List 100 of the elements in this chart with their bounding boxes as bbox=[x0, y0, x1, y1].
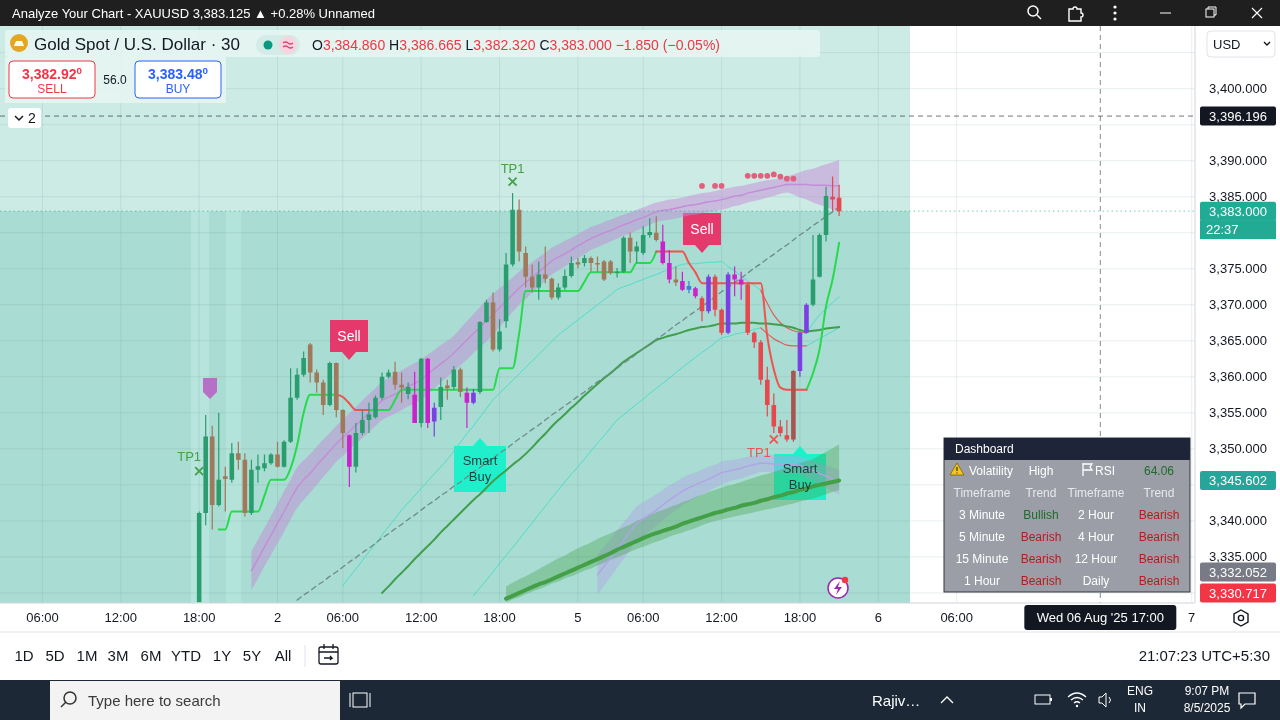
y-tick-label: 3,400.000 bbox=[1209, 81, 1267, 97]
x-tick-label: 2 bbox=[273, 610, 282, 625]
line-series bbox=[504, 478, 842, 601]
text: 5Y bbox=[242, 647, 262, 664]
candlestick bbox=[810, 234, 816, 307]
point bbox=[699, 183, 705, 189]
annotation: 1 Hour bbox=[963, 574, 1001, 588]
annotation: Sell bbox=[337, 328, 361, 344]
point bbox=[712, 183, 718, 189]
text: Type here to search bbox=[88, 692, 221, 709]
x-tick-label: 12:00 bbox=[705, 610, 738, 625]
text: 9:07 PM bbox=[1184, 684, 1230, 698]
annotation: Timeframe bbox=[953, 486, 1011, 500]
annotation: Bearish bbox=[1138, 552, 1180, 566]
point bbox=[751, 172, 758, 179]
point bbox=[770, 171, 777, 178]
x-tick-label: 12:00 bbox=[404, 610, 438, 625]
candlestick bbox=[588, 256, 594, 272]
y-tick-label: 3,365.000 bbox=[1209, 333, 1267, 349]
annotation: TP1 bbox=[177, 449, 202, 465]
text: Analyze Your Chart - XAUUSD 3,383.125 ▲ +0.28% Unnamed bbox=[12, 6, 375, 21]
y-tick-label: 3,350.000 bbox=[1209, 441, 1267, 457]
text: 3,345.602 bbox=[1209, 473, 1267, 488]
x-tick-label: 06:00 bbox=[326, 610, 360, 625]
annotation: Trend bbox=[1025, 486, 1057, 500]
annotation: Sell bbox=[690, 221, 714, 237]
y-tick-label: 3,385.000 bbox=[1209, 189, 1267, 205]
text: Gold Spot / U.S. Dollar · 30 bbox=[34, 35, 240, 54]
annotation: TP1 bbox=[746, 445, 771, 461]
candlestick bbox=[614, 268, 620, 278]
text: IN bbox=[1134, 701, 1146, 715]
line-series bbox=[381, 321, 841, 594]
point bbox=[507, 176, 518, 187]
candlestick bbox=[255, 454, 261, 483]
y-tick-label: 3,355.000 bbox=[1209, 405, 1267, 421]
x-tick-label: 6 bbox=[874, 610, 882, 625]
annotation: Bearish bbox=[1138, 508, 1180, 522]
annotation: 15 Minute bbox=[955, 552, 1009, 566]
x-tick-label: 06:00 bbox=[626, 610, 660, 625]
y-tick-label: 3,340.000 bbox=[1209, 513, 1267, 529]
annotation: 4 Hour bbox=[1077, 530, 1115, 544]
annotation: RSI bbox=[1094, 464, 1116, 478]
line-series bbox=[760, 327, 808, 347]
text: 22:37 bbox=[1206, 222, 1239, 238]
point bbox=[777, 173, 784, 180]
annotation: SELL bbox=[37, 82, 67, 96]
annotation: Volatility bbox=[968, 464, 1014, 478]
annotation: 3,382.92$^{0}$ bbox=[22, 64, 83, 82]
annotation: 3 Minute bbox=[958, 508, 1006, 522]
annotation: Timeframe bbox=[1067, 486, 1125, 500]
text: 3,332.052 bbox=[1209, 564, 1267, 580]
annotation: 64.06 bbox=[1143, 464, 1175, 478]
annotation: Bearish bbox=[1020, 574, 1062, 588]
annotation: Bearish bbox=[1020, 552, 1062, 566]
x-tick-label: 12:00 bbox=[104, 610, 138, 625]
annotation: Bearish bbox=[1020, 530, 1062, 544]
text: 5D bbox=[45, 647, 65, 664]
annotation: BUY bbox=[165, 82, 191, 96]
annotation: 5 Minute bbox=[958, 530, 1006, 544]
candlestick bbox=[314, 369, 319, 393]
point bbox=[768, 434, 779, 445]
text: 3,330.717 bbox=[1209, 585, 1267, 601]
annotation: TP1 bbox=[500, 160, 525, 176]
annotation: 56.0 bbox=[103, 73, 127, 87]
candlestick bbox=[556, 283, 561, 300]
point bbox=[718, 183, 725, 189]
line-series bbox=[596, 462, 840, 576]
y-tick-label: 3,335.000 bbox=[1209, 549, 1267, 565]
y-tick-label: 3,375.000 bbox=[1209, 261, 1267, 277]
point bbox=[194, 466, 205, 477]
x-tick-label: Wed 06 Aug '25 17:00 bbox=[1036, 610, 1164, 625]
annotation: Trend bbox=[1143, 486, 1175, 500]
text: 6M bbox=[140, 647, 162, 664]
text: ENG bbox=[1126, 684, 1154, 698]
y-tick-label: 3,390.000 bbox=[1209, 153, 1267, 169]
point bbox=[744, 172, 751, 179]
annotation: 3,383.48$^{0}$ bbox=[148, 64, 209, 82]
x-tick-label: 06:00 bbox=[26, 610, 59, 625]
x-tick-label: 7 bbox=[1188, 610, 1196, 625]
text: 3M bbox=[107, 647, 129, 664]
y-tick-label: 3,360.000 bbox=[1209, 369, 1267, 385]
x-tick-label: 06:00 bbox=[940, 610, 973, 625]
text: 1M bbox=[76, 647, 98, 664]
line-series bbox=[296, 206, 840, 601]
candlestick bbox=[386, 369, 391, 379]
annotation: 12 Hour bbox=[1074, 552, 1118, 566]
point bbox=[790, 175, 797, 182]
text: 1Y bbox=[212, 647, 232, 664]
text: 8/5/2025 bbox=[1183, 701, 1231, 715]
annotation: 2 bbox=[28, 110, 37, 126]
x-tick-label: 5 bbox=[574, 610, 582, 625]
annotation: High bbox=[1028, 464, 1054, 478]
text: Rajiv… bbox=[872, 692, 921, 709]
ref-line-label: 3,383.000 bbox=[1209, 203, 1267, 219]
text: YTD bbox=[171, 647, 202, 664]
point bbox=[764, 172, 771, 179]
candlestick bbox=[366, 402, 372, 433]
annotation: Bearish bbox=[1138, 574, 1180, 588]
x-tick-label: 18:00 bbox=[182, 610, 216, 625]
annotation: Bearish bbox=[1138, 530, 1180, 544]
